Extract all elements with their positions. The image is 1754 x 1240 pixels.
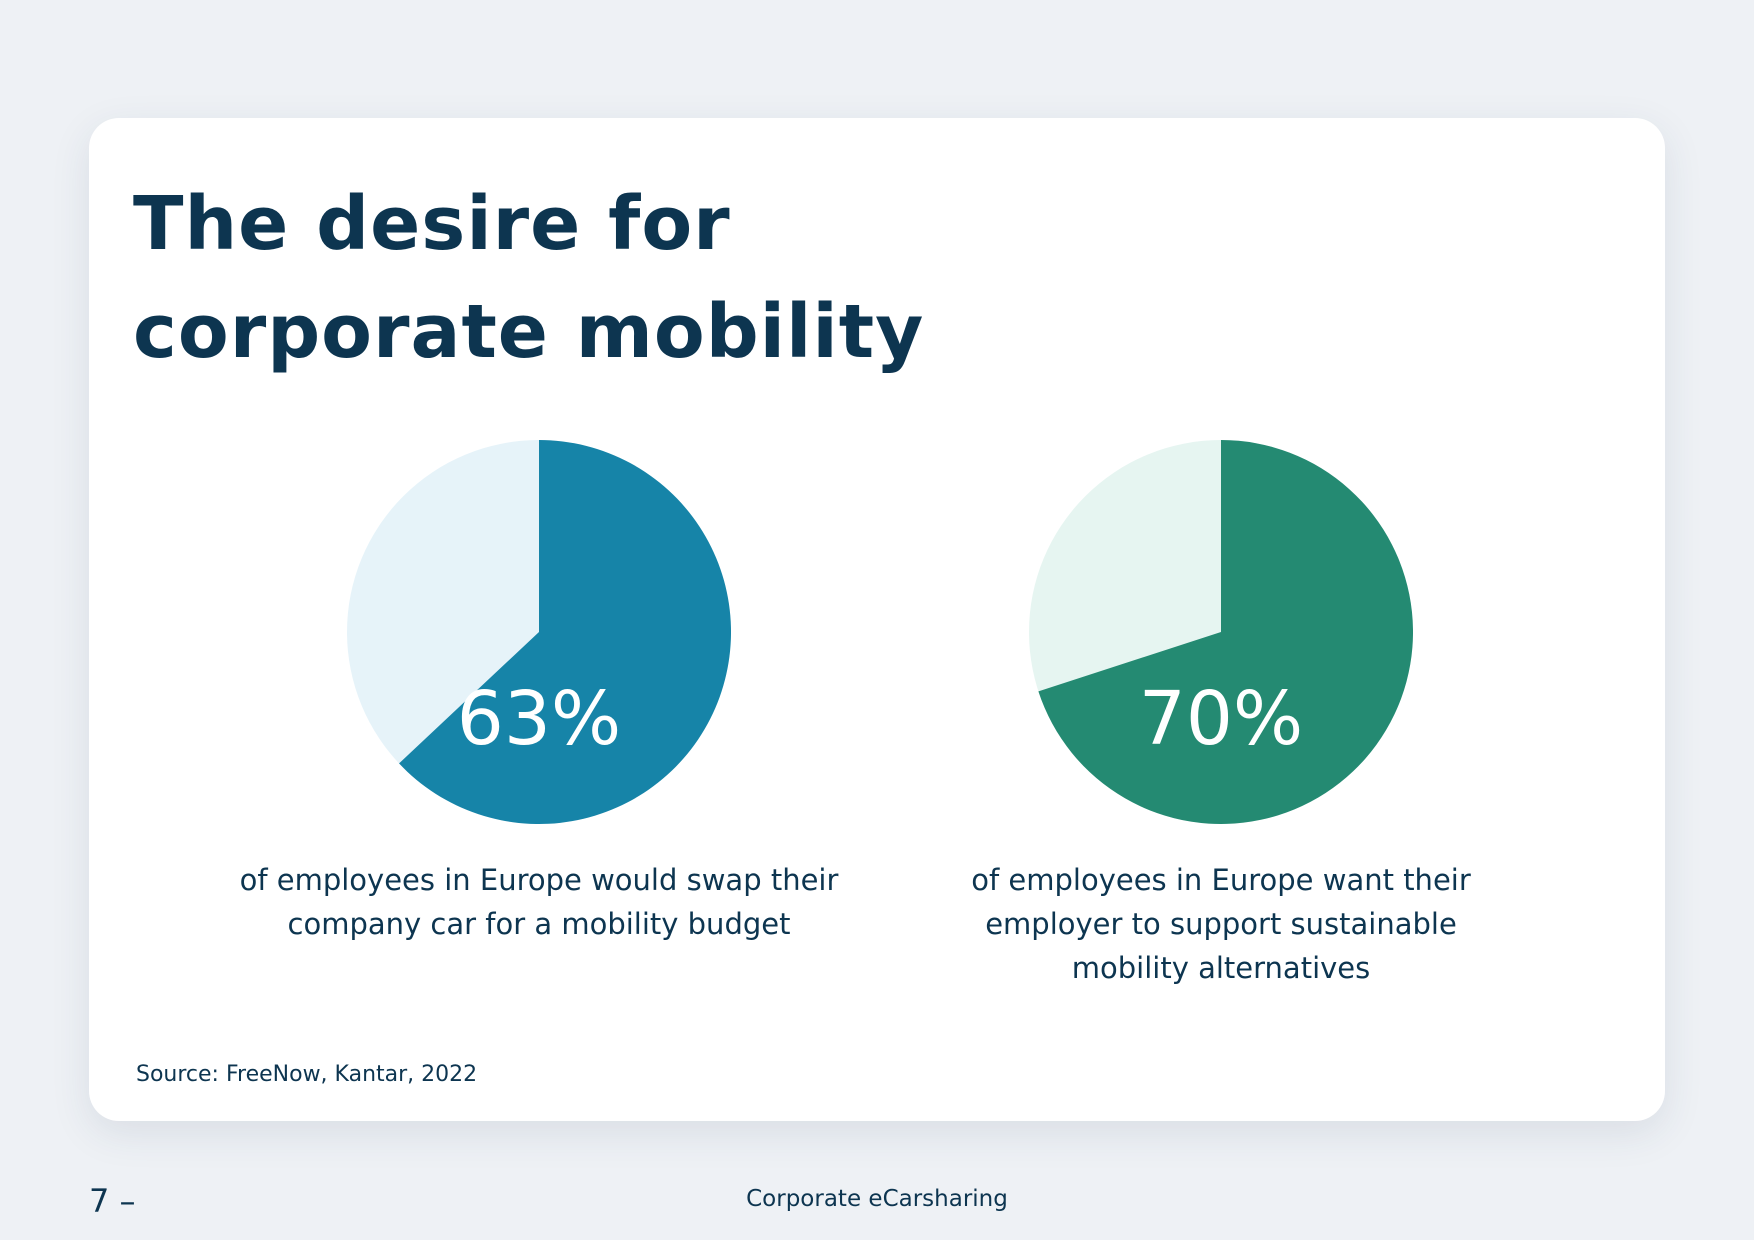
- pie-2-caption: of employees in Europe want their employ…: [901, 858, 1541, 990]
- pie-1-percent-label: 63%: [457, 676, 621, 762]
- pie-chart-1-svg: 63%: [347, 440, 731, 824]
- pie-2-caption-line-2: employer to support sustainable: [985, 907, 1457, 941]
- source-note: Source: FreeNow, Kantar, 2022: [136, 1062, 478, 1087]
- pie-chart-2-svg: 70%: [1029, 440, 1413, 824]
- pie-chart-employees-swap: 63%: [347, 440, 731, 824]
- footer-title: Corporate eCarsharing: [746, 1186, 1008, 1212]
- pie-2-value-slice: [1038, 440, 1413, 824]
- pie-2-caption-line-1: of employees in Europe want their: [971, 863, 1471, 897]
- page-title-line-2: corporate mobility: [133, 289, 925, 375]
- pie-2-percent-label: 70%: [1139, 676, 1303, 762]
- pie-1-caption-line-1: of employees in Europe would swap their: [239, 863, 839, 897]
- pie-2-caption-line-3: mobility alternatives: [1071, 951, 1371, 985]
- pie-1-caption: of employees in Europe would swap their …: [219, 858, 859, 946]
- page-number: 7 –: [89, 1182, 136, 1220]
- page-title-line-1: The desire for: [133, 181, 731, 267]
- pie-chart-employees-support: 70%: [1029, 440, 1413, 824]
- pie-1-caption-line-2: company car for a mobility budget: [287, 907, 791, 941]
- content-card: The desire for corporate mobility 63% 70…: [89, 118, 1665, 1121]
- page-title: The desire for corporate mobility: [133, 170, 924, 386]
- pie-1-value-slice: [399, 440, 731, 824]
